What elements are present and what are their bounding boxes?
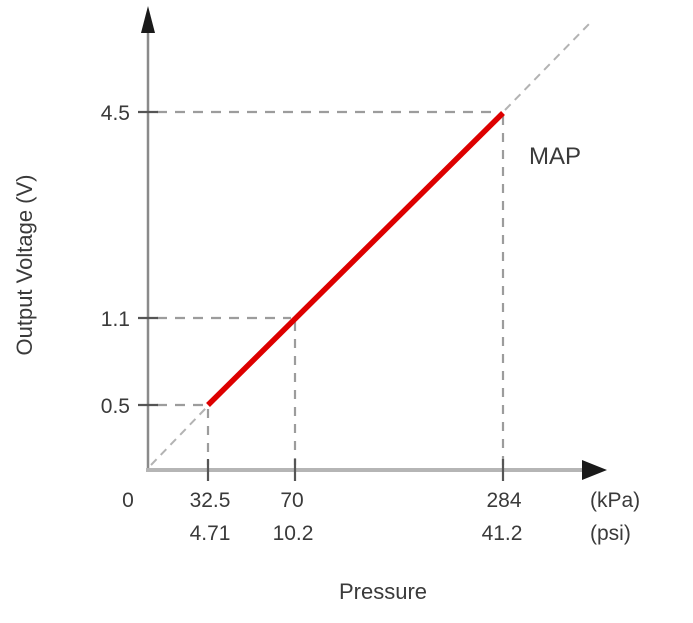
x-tick-labels-kpa: 0 32.5 70 284 (kPa) [122,489,640,512]
y-tick-label-1_1: 1.1 [101,308,130,331]
y-tick-labels: 4.5 1.1 0.5 [101,102,130,418]
x-tick-label-4_71: 4.71 [190,522,231,545]
map-series-line [206,111,505,407]
x-tick-label-41_2: 41.2 [482,522,523,545]
extrapolation-line [150,23,590,466]
guide-lines [157,110,505,465]
x-axis [146,460,607,480]
y-tick-label-4_5: 4.5 [101,102,130,125]
extrapolation-upper-segment [504,23,590,111]
series-label-map: MAP [529,143,581,170]
x-tick-label-70: 70 [280,489,303,512]
y-axis [141,6,155,470]
extrapolation-lower-segment [150,407,207,466]
y-axis-arrowhead-icon [141,6,155,33]
x-axis-arrowhead-icon [582,460,607,480]
axis-ticks [138,110,505,481]
x-tick-label-32_5: 32.5 [190,489,231,512]
x-tick-label-10_2: 10.2 [273,522,314,545]
x-axis-title: Pressure [339,579,427,604]
x-tick-label-284: 284 [486,489,521,512]
y-axis-title: Output Voltage (V) [12,175,37,356]
x-tick-label-0: 0 [122,489,134,512]
y-tick-label-0_5: 0.5 [101,395,130,418]
x-unit-psi: (psi) [590,522,631,545]
x-unit-kpa: (kPa) [590,489,640,512]
x-tick-labels-psi: 4.71 10.2 41.2 (psi) [190,522,631,545]
